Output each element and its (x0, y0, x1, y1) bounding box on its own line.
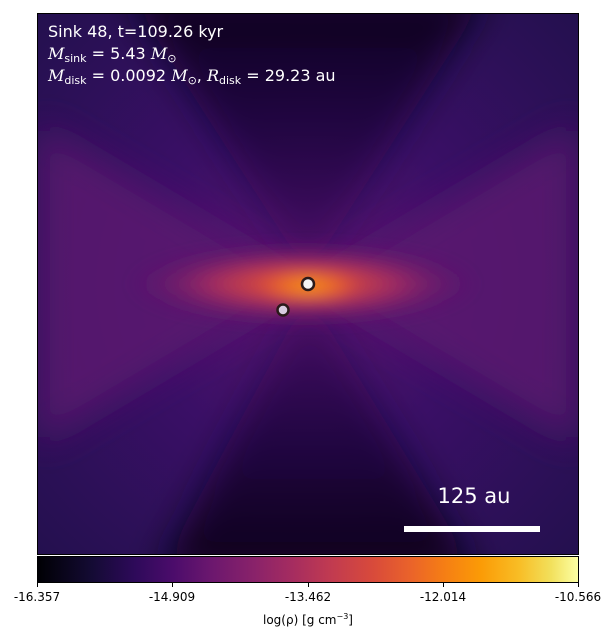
disk-properties: Mdisk = 0.0092 M⊙, Rdisk = 29.23 au (48, 66, 336, 87)
colorbar-tick (172, 583, 173, 587)
colorbar-label: log(ρ) [g cm−3] (263, 612, 353, 627)
colorbar-tick-label: -12.014 (419, 590, 467, 604)
sink-mass: Msink = 5.43 M⊙ (48, 44, 177, 65)
colorbar (37, 556, 579, 583)
sink-marker-secondary (276, 303, 290, 317)
colorbar-tick (578, 583, 579, 587)
colorbar-tick (308, 583, 309, 587)
sink-title: Sink 48, t=109.26 kyr (48, 22, 224, 41)
scale-bar (404, 526, 540, 532)
colorbar-tick-label: -16.357 (13, 590, 61, 604)
colorbar-tick-label: -13.462 (284, 590, 332, 604)
colorbar-tick-label: -14.909 (148, 590, 196, 604)
density-map-image (38, 14, 578, 554)
colorbar-tick (37, 583, 38, 587)
scale-bar-label: 125 au (437, 484, 511, 508)
sink-marker-primary (300, 276, 316, 292)
colorbar-tick (443, 583, 444, 587)
density-map: Sink 48, t=109.26 kyr Msink = 5.43 M⊙ Md… (37, 13, 579, 555)
colorbar-tick-label: -10.566 (554, 590, 602, 604)
